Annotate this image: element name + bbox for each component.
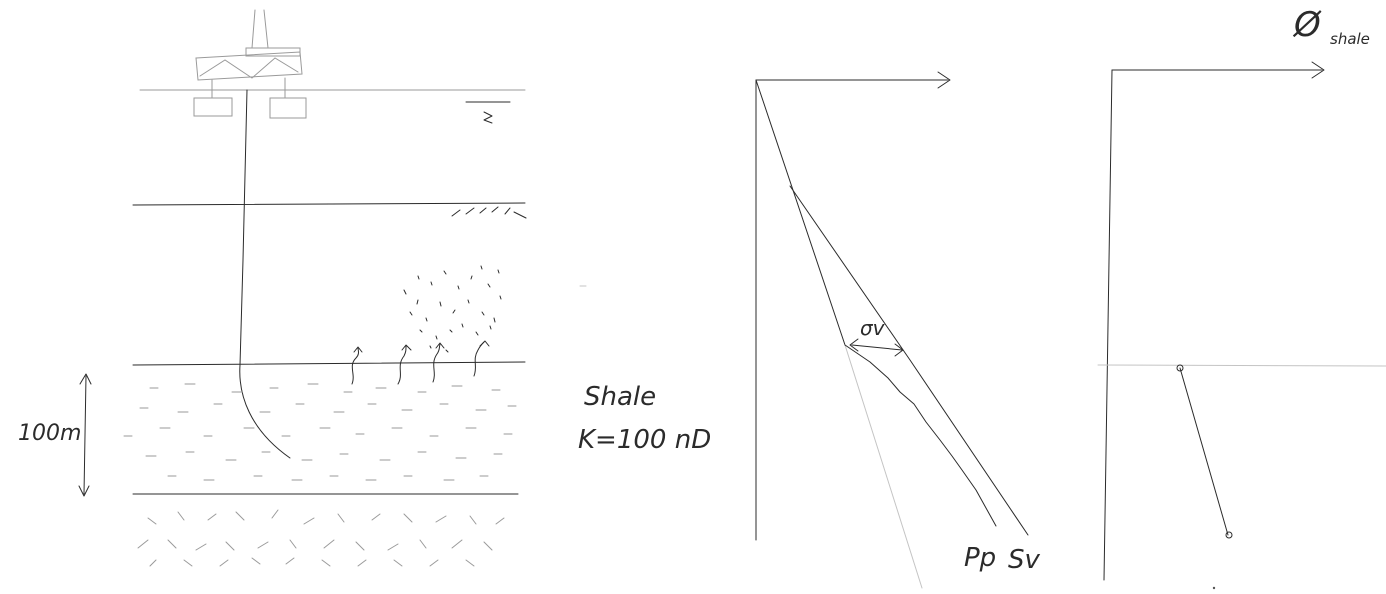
shale-dashes [123,383,517,481]
migration-arrows [351,340,490,385]
shale-top-reference-line [1097,364,1386,367]
gas-dots [403,265,502,353]
porosity-depth-axis [1103,69,1113,581]
cross-section [78,9,527,567]
porosity-trend-line [1179,367,1229,536]
hydrostatic-extension-line [844,344,923,589]
pressure-axis-arrow-icon [937,71,951,89]
drilling-rig-icon [193,9,307,119]
porosity-axis-arrow-icon [1311,61,1325,79]
effective-stress-arrow [851,344,903,351]
wellbore-line [239,89,291,459]
porosity-symbol: Ø [1292,5,1322,45]
porosity-point-bottom [1225,531,1233,539]
water-level-icon [465,101,511,124]
porosity-depth-plot [1097,61,1386,590]
formation-label: Shale [584,382,656,412]
shale-top-line [132,361,526,366]
seabed-line [132,202,526,206]
overburden-line [789,185,1029,536]
porosity-subscript: shale [1330,30,1370,48]
thickness-label: 100m [18,421,81,446]
basement-rock-hatch [137,509,505,567]
permeability-label: K=100 nD [578,425,711,455]
pore-pressure-curve [844,344,997,527]
pore-pressure-label: Pp [964,543,996,573]
pore-pressure-upper-line [755,79,846,346]
thickness-arrow [78,373,92,497]
porosity-point-top [1176,364,1184,372]
sigma-label: σv [860,316,886,340]
seabed-hatch [451,206,527,219]
overburden-label: Sv [1008,545,1041,575]
pressure-depth-plot [755,71,1029,589]
